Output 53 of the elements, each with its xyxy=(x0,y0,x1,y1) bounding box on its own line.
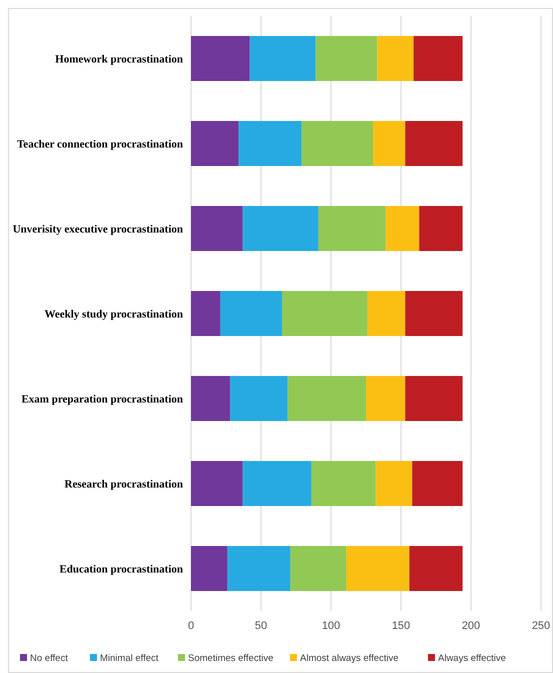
bar xyxy=(191,120,239,166)
x-tick-label: 50 xyxy=(254,620,268,632)
bar xyxy=(242,460,312,506)
x-tick-label: 150 xyxy=(392,620,410,632)
bar xyxy=(311,460,376,506)
bar xyxy=(405,376,463,422)
bar xyxy=(414,36,463,82)
bar xyxy=(405,290,463,336)
y-tick-label: Weekly study procrastination xyxy=(44,308,183,320)
bar xyxy=(386,206,420,252)
bar xyxy=(191,290,220,336)
bar xyxy=(376,460,412,506)
bar xyxy=(191,206,243,252)
bar xyxy=(288,376,366,422)
bar xyxy=(191,546,228,592)
bar xyxy=(367,290,406,336)
bar xyxy=(409,546,463,592)
bar xyxy=(250,36,316,82)
bar xyxy=(302,120,373,166)
x-tick-label: 0 xyxy=(188,620,194,632)
bar xyxy=(346,546,410,592)
bar xyxy=(366,376,406,422)
legend-label: Minimal effect xyxy=(100,653,159,664)
bar xyxy=(238,120,302,166)
bar xyxy=(227,546,290,592)
bar xyxy=(373,120,406,166)
bar xyxy=(191,460,243,506)
bar xyxy=(191,376,230,422)
y-tick-label: Teacher connection procrastination xyxy=(16,138,183,150)
y-tick-label: Research procrastination xyxy=(64,478,183,490)
bar xyxy=(242,206,318,252)
y-tick-label: Education procrastination xyxy=(59,563,183,576)
y-tick-label: Homework procrastination xyxy=(55,53,183,66)
bar xyxy=(230,376,288,422)
bar xyxy=(290,546,346,592)
bar xyxy=(316,36,378,82)
bar xyxy=(318,206,386,252)
x-tick-label: 200 xyxy=(462,620,480,632)
bar xyxy=(282,290,368,336)
y-tick-label: Unverisity executive procrastination xyxy=(12,223,183,236)
bar xyxy=(191,36,250,82)
legend-label: Always effective xyxy=(438,653,506,664)
legend-label: No effect xyxy=(30,653,68,664)
y-tick-label: Exam preparation procrastination xyxy=(21,393,183,406)
bar xyxy=(220,290,282,336)
bar xyxy=(419,206,463,252)
legend-label: Sometimes effective xyxy=(188,653,274,664)
legend-label: Almost always effective xyxy=(300,653,399,664)
bar xyxy=(377,36,414,82)
bar xyxy=(405,120,463,166)
bar xyxy=(412,460,463,506)
x-tick-label: 250 xyxy=(532,620,550,632)
x-tick-label: 100 xyxy=(322,620,340,632)
